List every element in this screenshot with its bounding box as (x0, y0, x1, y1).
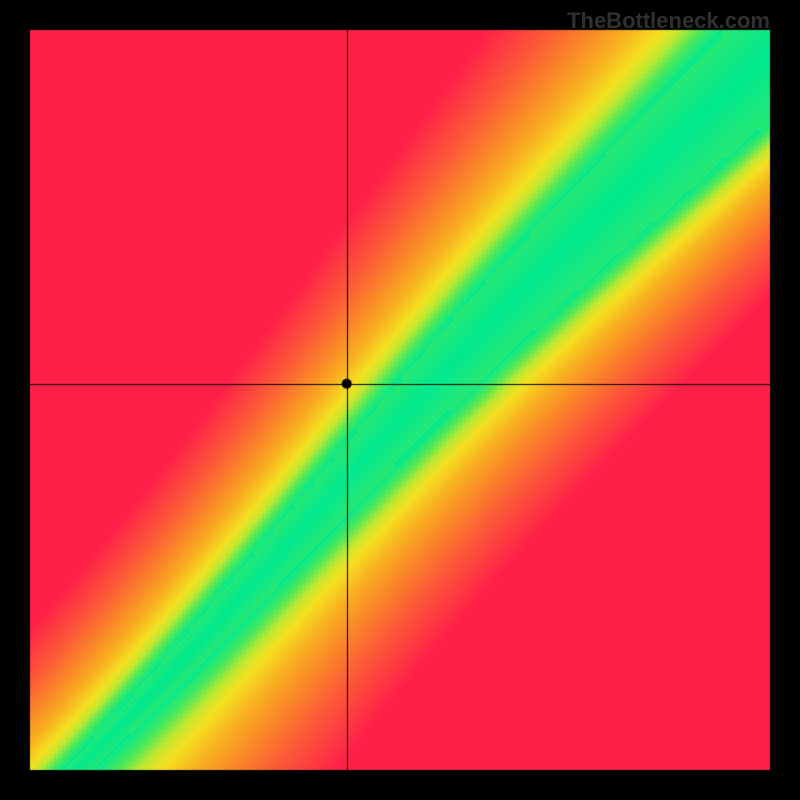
heatmap-canvas (0, 0, 800, 800)
watermark-text: TheBottleneck.com (567, 8, 770, 34)
chart-container: TheBottleneck.com (0, 0, 800, 800)
